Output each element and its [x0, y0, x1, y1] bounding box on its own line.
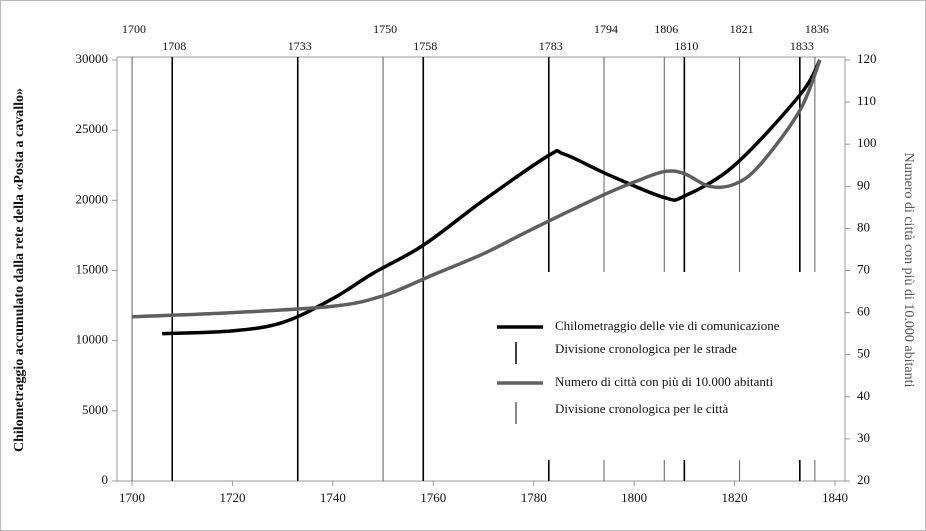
- y2-tick-label: 40: [857, 388, 870, 403]
- y2-tick-label: 100: [857, 135, 877, 150]
- y2-tick-label: 110: [857, 93, 876, 108]
- division-label: 1700: [122, 22, 146, 36]
- y2-tick-label: 70: [857, 261, 870, 276]
- legend-label: Divisione cronologica per le città: [555, 401, 729, 416]
- x-tick-label: 1740: [320, 490, 346, 505]
- legend: [488, 272, 840, 460]
- legend-label: Numero di città con più di 10.000 abitan…: [555, 374, 773, 389]
- y2-tick-label: 30: [857, 430, 870, 445]
- division-label: 1836: [805, 22, 829, 36]
- division-label: 1750: [373, 22, 397, 36]
- division-label: 1758: [413, 39, 437, 53]
- series-line: [162, 59, 822, 336]
- x-tick-label: 1760: [420, 490, 446, 505]
- y2-tick-label: 20: [857, 472, 870, 487]
- y2-tick-label: 80: [857, 219, 870, 234]
- x-tick-label: 1700: [119, 490, 145, 505]
- y-axis-title: Chilometraggio accumulato dalla rete del…: [12, 88, 27, 452]
- x-tick-label: 1840: [822, 490, 848, 505]
- x-tick-label: 1780: [521, 490, 547, 505]
- x-tick-label: 1800: [621, 490, 647, 505]
- y2-tick-label: 120: [857, 51, 877, 66]
- x-tick-label: 1720: [219, 490, 245, 505]
- division-label: 1708: [162, 39, 186, 53]
- division-label: 1733: [288, 39, 312, 53]
- y-tick-label: 25000: [76, 121, 109, 136]
- y-tick-label: 10000: [76, 332, 109, 347]
- division-label: 1810: [674, 39, 698, 53]
- division-label: 1783: [539, 39, 563, 53]
- plot-frame: [116, 56, 846, 482]
- y2-tick-label: 90: [857, 177, 870, 192]
- y-tick-label: 0: [102, 472, 109, 487]
- y-tick-label: 30000: [76, 51, 109, 66]
- y-tick-label: 20000: [76, 191, 109, 206]
- legend-label: Divisione cronologica per le strade: [555, 341, 737, 356]
- legend-label: Chilometraggio delle vie di comunicazion…: [555, 318, 780, 333]
- y-tick-label: 15000: [76, 261, 109, 276]
- division-label: 1833: [790, 39, 814, 53]
- division-label: 1806: [654, 22, 678, 36]
- series-line: [131, 59, 822, 319]
- y-tick-label: 5000: [82, 402, 108, 417]
- division-label: 1794: [594, 22, 618, 36]
- division-label: 1821: [730, 22, 754, 36]
- y2-tick-label: 60: [857, 304, 870, 319]
- x-tick-label: 1820: [722, 490, 748, 505]
- y2-tick-label: 50: [857, 346, 870, 361]
- y2-axis-title: Numero di città con più di 10.000 abitan…: [901, 153, 916, 388]
